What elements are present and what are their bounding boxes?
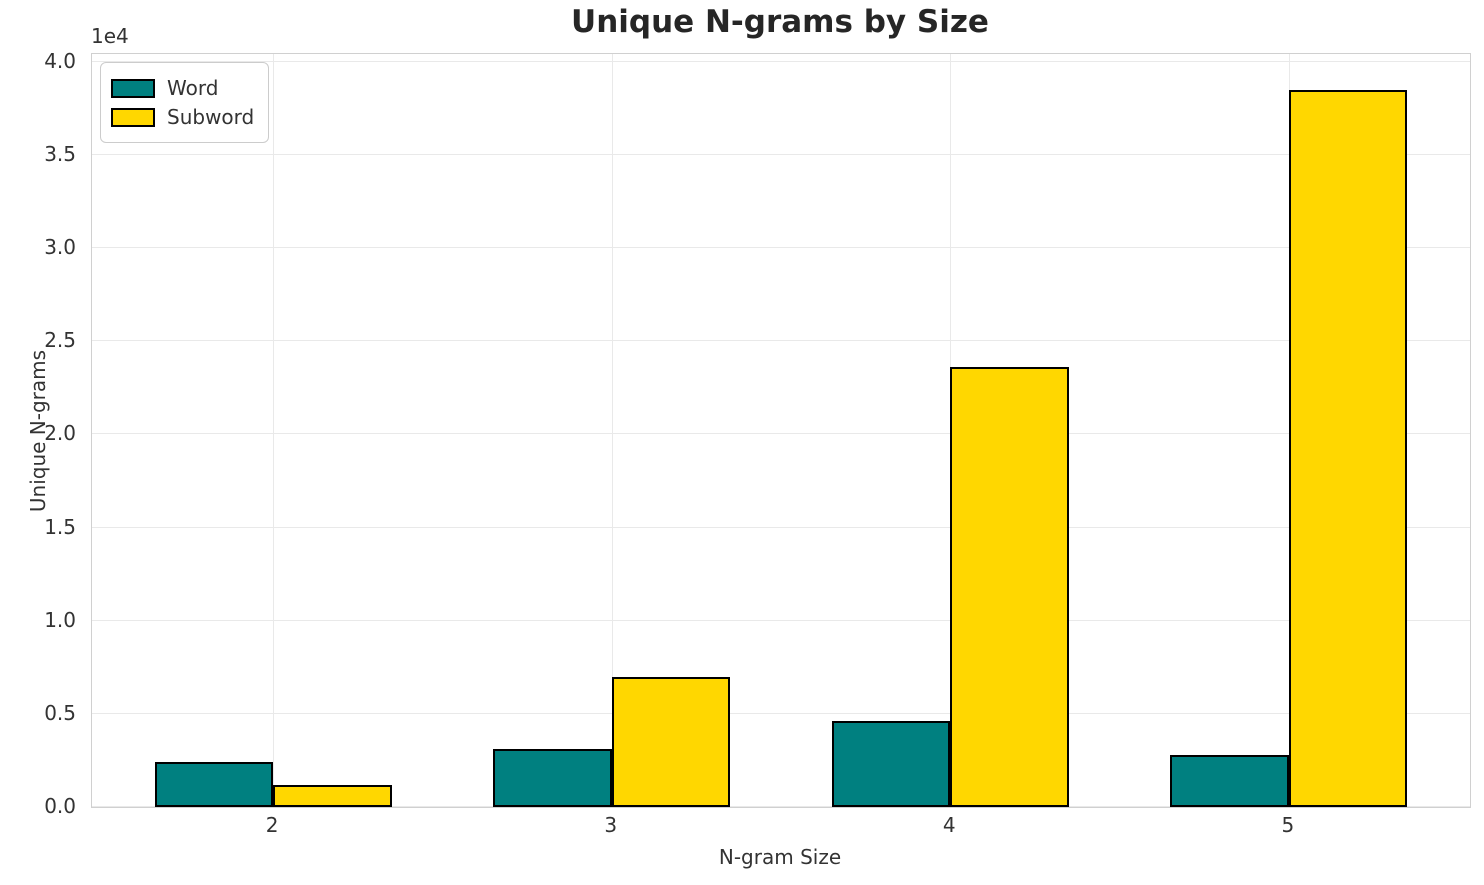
y-tick-label: 3.5 (44, 142, 76, 167)
chart-title: Unique N-grams by Size (571, 4, 989, 40)
gridline-horizontal (92, 154, 1470, 156)
bar-subword-3 (611, 676, 731, 807)
gridline-horizontal (92, 247, 1470, 249)
x-axis-label: N-gram Size (718, 845, 842, 869)
gridline-horizontal (92, 526, 1470, 528)
y-tick-label: 2.5 (44, 328, 76, 353)
legend-label-word: Word (167, 76, 219, 100)
bar-word-4 (831, 721, 951, 807)
legend-item-word: Word (111, 75, 254, 101)
y-tick-label: 1.0 (44, 607, 76, 632)
bar-subword-4 (950, 367, 1069, 807)
y-tick-label: 3.0 (44, 235, 76, 260)
y-tick-label: 1.5 (44, 514, 76, 539)
gridline-horizontal (92, 619, 1470, 621)
legend-item-subword: Subword (111, 104, 254, 130)
y-axis-offset-label: 1e4 (91, 24, 129, 48)
gridline-horizontal (92, 433, 1470, 435)
x-tick-label: 2 (265, 813, 279, 837)
gridline-horizontal (92, 340, 1470, 342)
bar-subword-2 (273, 784, 392, 807)
plot-area: Word Subword (91, 53, 1471, 808)
bar-subword-5 (1288, 89, 1408, 807)
gridline-horizontal (92, 60, 1470, 62)
gridline-vertical (611, 54, 613, 807)
x-tick-label: 5 (1281, 813, 1295, 837)
x-tick-label: 4 (942, 813, 956, 837)
gridline-horizontal (92, 806, 1470, 807)
legend-label-subword: Subword (167, 105, 255, 129)
y-tick-label: 2.0 (44, 421, 76, 446)
bar-word-5 (1170, 754, 1289, 807)
y-tick-label: 4.0 (44, 48, 76, 73)
x-tick-label: 3 (604, 813, 618, 837)
y-tick-label: 0.0 (44, 794, 76, 818)
bar-word-2 (154, 762, 274, 807)
bar-word-3 (493, 749, 612, 807)
gridline-vertical (273, 54, 275, 807)
legend: Word Subword (100, 62, 270, 143)
legend-swatch-word (111, 78, 155, 98)
y-tick-label: 0.5 (44, 700, 76, 725)
gridline-horizontal (92, 712, 1470, 714)
legend-swatch-subword (111, 107, 155, 127)
